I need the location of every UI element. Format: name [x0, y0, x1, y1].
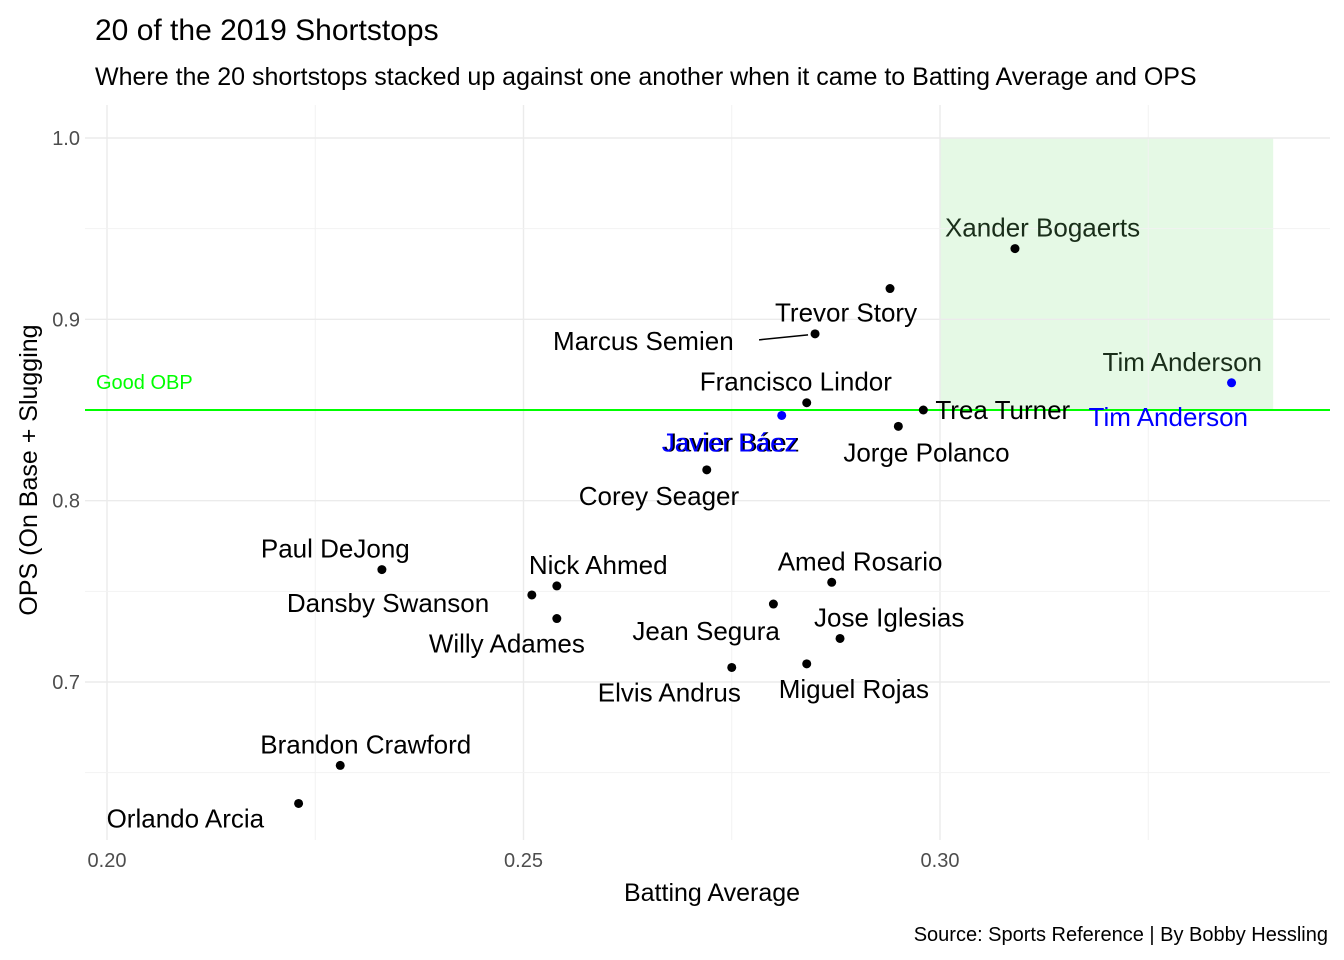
highlight-label-javier-b-ez: Javier Báez — [662, 427, 798, 457]
point-miguel-rojas — [802, 659, 812, 669]
reference-line-group: Good OBP — [85, 372, 1330, 411]
y-axis-title: OPS (On Base + Slugging — [15, 324, 43, 615]
grid-lines — [85, 105, 1330, 840]
label-xander-bogaerts: Xander Bogaerts — [945, 213, 1140, 243]
label-connector — [758, 334, 809, 341]
label-paul-dejong: Paul DeJong — [261, 534, 410, 564]
label-nick-ahmed: Nick Ahmed — [529, 550, 668, 580]
y-tick-label: 0.8 — [52, 491, 80, 513]
point-trea-turner — [918, 405, 928, 415]
plot-background — [940, 138, 1274, 410]
point-javier-b-ez — [777, 410, 787, 420]
label-connectors — [758, 334, 809, 341]
point-tim-anderson — [1227, 378, 1237, 388]
label-jorge-polanco: Jorge Polanco — [843, 437, 1009, 467]
label-marcus-semien: Marcus Semien — [553, 326, 734, 356]
point-jean-segura — [768, 599, 778, 609]
label-orlando-arcia: Orlando Arcia — [107, 803, 265, 833]
label-miguel-rojas: Miguel Rojas — [779, 674, 929, 704]
point-nick-ahmed — [552, 581, 562, 591]
point-marcus-semien — [810, 329, 820, 339]
point-elvis-andrus — [727, 662, 737, 672]
label-trea-turner: Trea Turner — [935, 395, 1070, 425]
point-labels: Xander Bogaerts Trevor Story Marcus Semien… — [107, 213, 1262, 834]
point-jorge-polanco — [893, 421, 903, 431]
x-axis-title: Batting Average — [624, 879, 800, 907]
label-trevor-story: Trevor Story — [775, 298, 917, 328]
point-francisco-lindor — [802, 398, 812, 408]
chart-subtitle: Where the 20 shortstops stacked up again… — [95, 63, 1197, 91]
label-corey-seager: Corey Seager — [579, 481, 740, 511]
label-jose-iglesias: Jose Iglesias — [814, 602, 964, 632]
label-dansby-swanson: Dansby Swanson — [287, 588, 489, 618]
chart-caption: Source: Sports Reference | By Bobby Hess… — [914, 924, 1328, 946]
point-trevor-story — [885, 284, 895, 294]
x-tick-label: 0.25 — [504, 850, 543, 872]
label-brandon-crawford: Brandon Crawford — [260, 729, 471, 759]
point-xander-bogaerts — [1010, 244, 1020, 254]
x-axis-ticks: 0.20 0.25 0.30 — [88, 850, 960, 872]
label-javier-b-ez: Javier Báez — [664, 427, 800, 457]
reference-line-label: Good OBP — [96, 372, 193, 394]
highlight-label-tim-anderson: Tim Anderson — [1089, 402, 1248, 432]
point-dansby-swanson — [527, 590, 537, 600]
label-francisco-lindor: Francisco Lindor — [700, 367, 893, 397]
y-tick-label: 0.9 — [52, 309, 80, 331]
point-orlando-arcia — [294, 798, 304, 808]
data-points — [294, 244, 1237, 808]
label-amed-rosario: Amed Rosario — [778, 546, 943, 576]
y-tick-label: 1.0 — [52, 128, 80, 150]
point-paul-dejong — [377, 565, 387, 575]
label-willy-adames: Willy Adames — [429, 629, 585, 659]
point-corey-seager — [702, 465, 712, 475]
label-elvis-andrus: Elvis Andrus — [598, 677, 741, 707]
point-amed-rosario — [827, 577, 837, 587]
label-tim-anderson: Tim Anderson — [1103, 347, 1262, 377]
highlight-region — [940, 138, 1274, 410]
x-tick-label: 0.20 — [88, 850, 127, 872]
label-jean-segura: Jean Segura — [632, 616, 780, 646]
x-tick-label: 0.30 — [921, 850, 960, 872]
point-jose-iglesias — [835, 633, 845, 643]
y-tick-label: 0.7 — [52, 672, 80, 694]
point-willy-adames — [552, 614, 562, 624]
point-brandon-crawford — [335, 760, 345, 770]
y-axis-ticks: 0.7 0.8 0.9 1.0 — [52, 128, 80, 694]
chart-title: 20 of the 2019 Shortstops — [95, 14, 439, 47]
